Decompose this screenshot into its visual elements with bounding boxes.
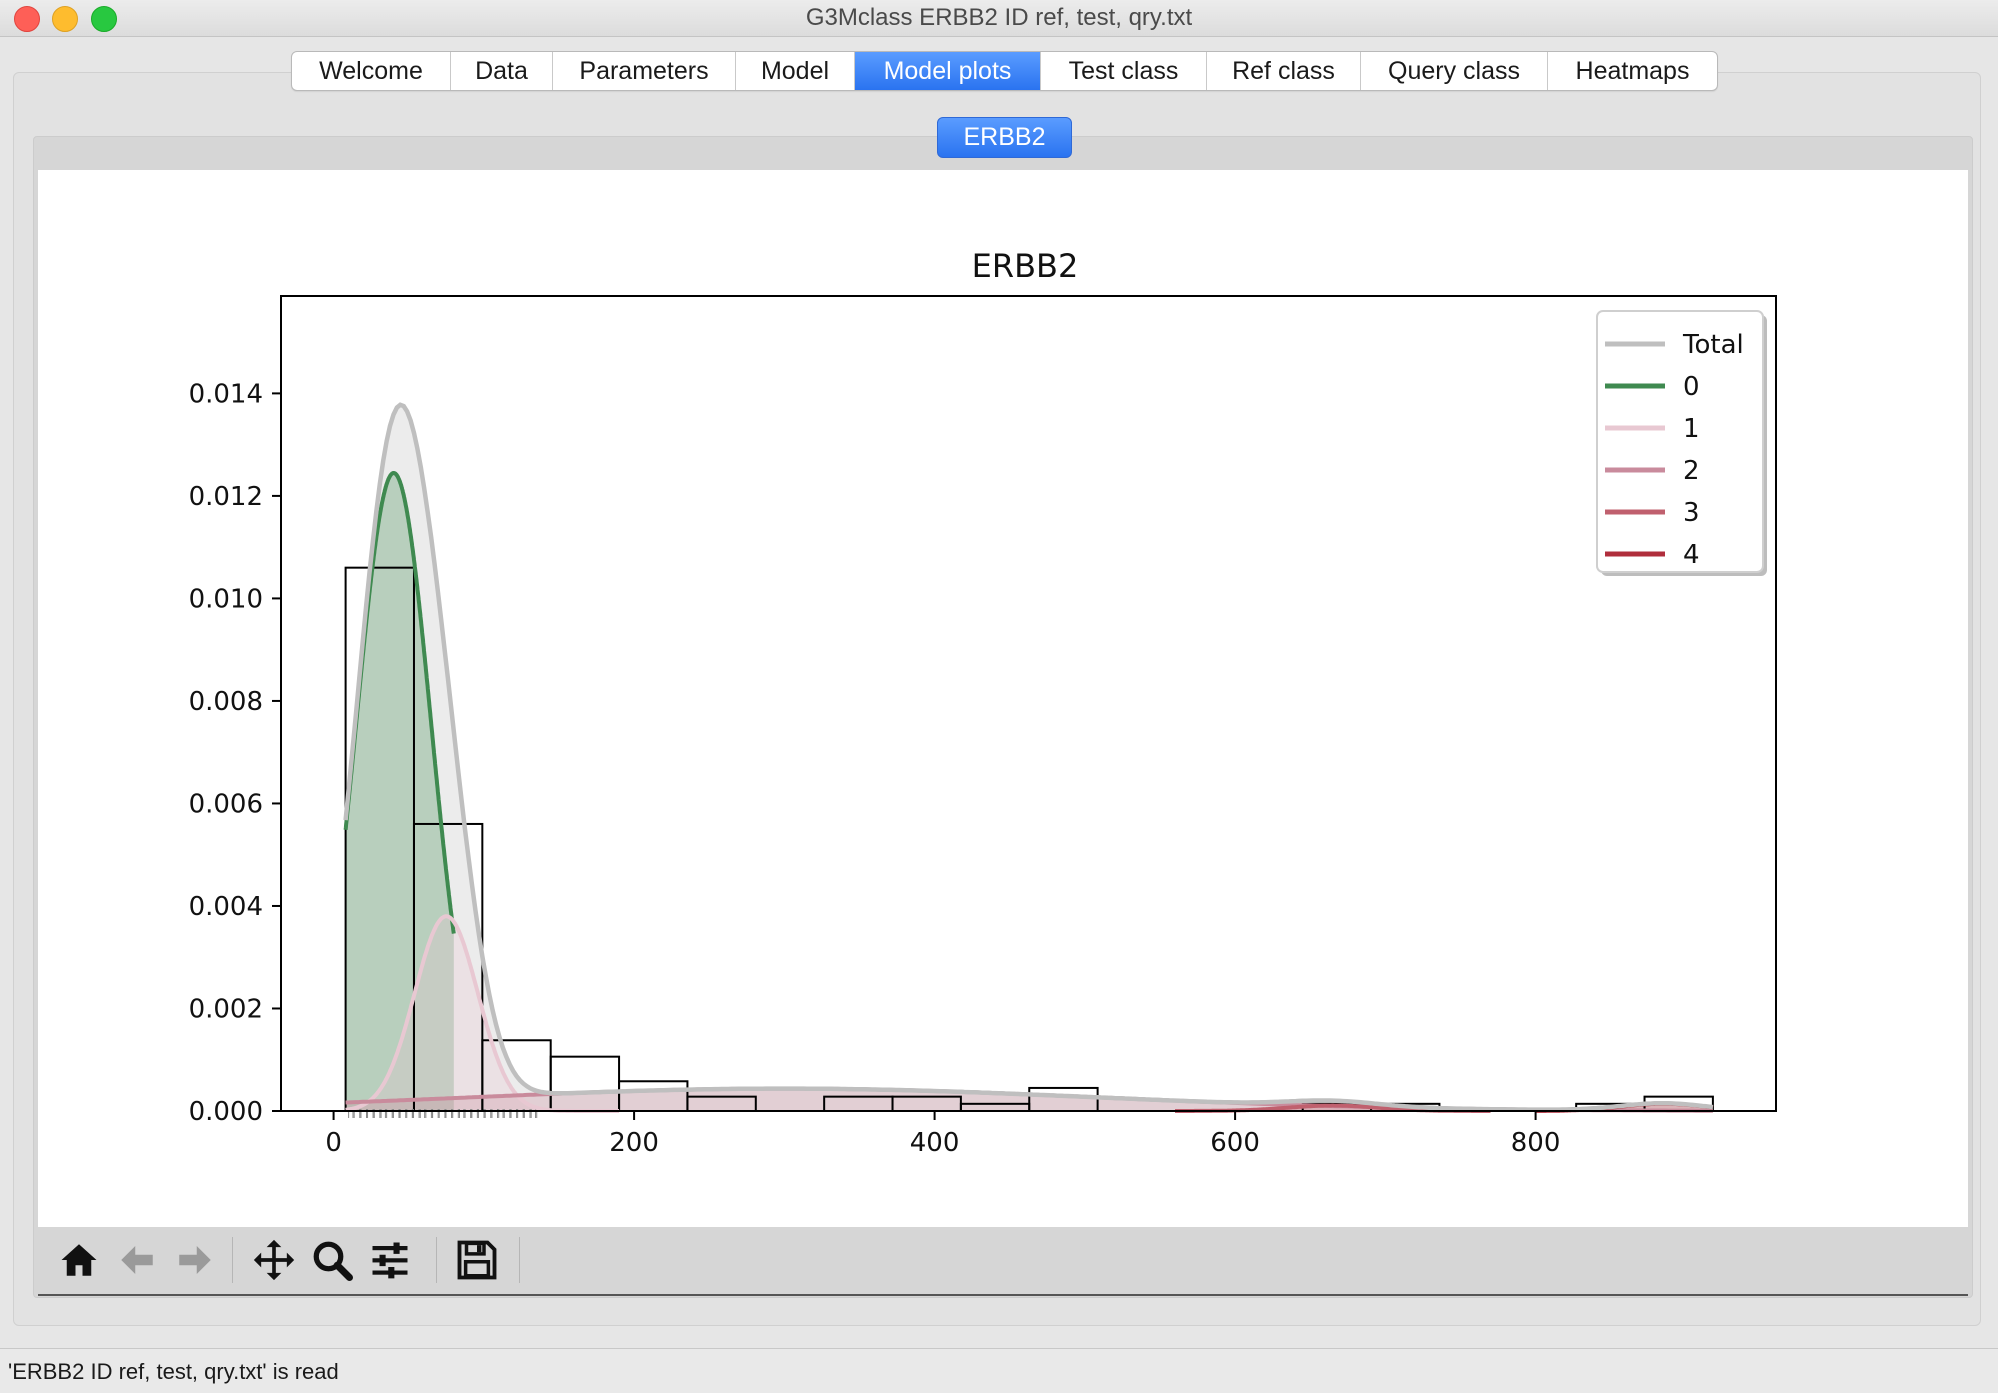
toolbar-separator — [436, 1237, 437, 1283]
x-tick-label: 0 — [325, 1128, 342, 1158]
y-tick-label: 0.008 — [189, 687, 263, 717]
histogram-bars — [344, 566, 1714, 1113]
tab-parameters[interactable]: Parameters — [553, 52, 736, 90]
chart-legend: Total 0 1 2 3 4 — [1596, 310, 1767, 576]
x-tick-label: 200 — [609, 1128, 659, 1158]
density-lines — [343, 402, 1714, 1113]
y-tick-label: 0.012 — [189, 482, 263, 512]
x-tick-label: 600 — [1210, 1128, 1260, 1158]
y-tick-label: 0.014 — [189, 379, 263, 409]
legend-label: 3 — [1683, 498, 1700, 528]
total-density-fill — [345, 404, 1713, 1111]
tab-erbb2[interactable]: ERBB2 — [937, 117, 1072, 158]
status-bar: 'ERBB2 ID ref, test, qry.txt' is read — [0, 1348, 1998, 1393]
zoom-icon[interactable] — [305, 1233, 359, 1287]
pan-icon[interactable] — [247, 1233, 301, 1287]
density-chart: 0 200 400 600 800 0.000 0.002 0.004 0.006 0.008 0.… — [189, 247, 1777, 1158]
tab-query-class[interactable]: Query class — [1361, 52, 1548, 90]
toolbar-separator — [519, 1237, 520, 1283]
legend-label: 1 — [1683, 414, 1700, 444]
close-window-button[interactable] — [14, 6, 40, 32]
y-tick-label: 0.004 — [189, 892, 263, 922]
x-tick-label: 400 — [910, 1128, 960, 1158]
y-tick-label: 0.002 — [189, 994, 263, 1024]
legend-label: 0 — [1683, 372, 1700, 402]
back-arrow-icon[interactable] — [110, 1233, 164, 1287]
y-tick-label: 0.010 — [189, 584, 263, 614]
axes: 0 200 400 600 800 0.000 0.002 0.004 0.006 0.008 0.… — [189, 295, 1777, 1158]
maximize-window-button[interactable] — [91, 6, 117, 32]
total-density-line — [343, 402, 1714, 1112]
y-tick-label: 0.006 — [189, 789, 263, 819]
legend-label: Total — [1682, 330, 1744, 360]
plot-frame — [280, 295, 1777, 1112]
x-tick-label: 800 — [1511, 1128, 1561, 1158]
tab-model[interactable]: Model — [736, 52, 855, 90]
chart-title: ERBB2 — [972, 247, 1079, 285]
home-icon[interactable] — [52, 1233, 106, 1287]
minimize-window-button[interactable] — [52, 6, 78, 32]
y-tick-label: 0.000 — [189, 1097, 263, 1127]
tab-heatmaps[interactable]: Heatmaps — [1575, 57, 1690, 85]
tab-ref-class[interactable]: Ref class — [1207, 52, 1361, 90]
forward-arrow-icon[interactable] — [168, 1233, 222, 1287]
plot-canvas[interactable]: 0 200 400 600 800 0.000 0.002 0.004 0.006 0.008 0.… — [38, 170, 1968, 1227]
save-icon[interactable] — [450, 1233, 504, 1287]
tab-welcome[interactable]: Welcome — [292, 52, 451, 90]
tab-data[interactable]: Data — [451, 52, 553, 90]
legend-label: 2 — [1683, 456, 1700, 486]
status-text: 'ERBB2 ID ref, test, qry.txt' is read — [8, 1359, 339, 1384]
legend-box — [1596, 310, 1764, 573]
configure-subplots-icon[interactable] — [363, 1233, 417, 1287]
component-3-fill — [1175, 1105, 1491, 1111]
main-tab-bar: Welcome Data Parameters Model Model plot… — [291, 51, 1718, 91]
toolbar-separator — [232, 1237, 233, 1283]
component-fills — [345, 404, 1713, 1111]
legend-label: 4 — [1683, 540, 1700, 570]
plot-navigation-toolbar — [38, 1227, 1968, 1296]
window-titlebar: G3Mclass ERBB2 ID ref, test, qry.txt — [0, 0, 1998, 37]
tab-model-plots[interactable]: Model plots — [855, 52, 1041, 90]
tab-test-class[interactable]: Test class — [1041, 52, 1207, 90]
window-title: G3Mclass ERBB2 ID ref, test, qry.txt — [805, 4, 1193, 31]
